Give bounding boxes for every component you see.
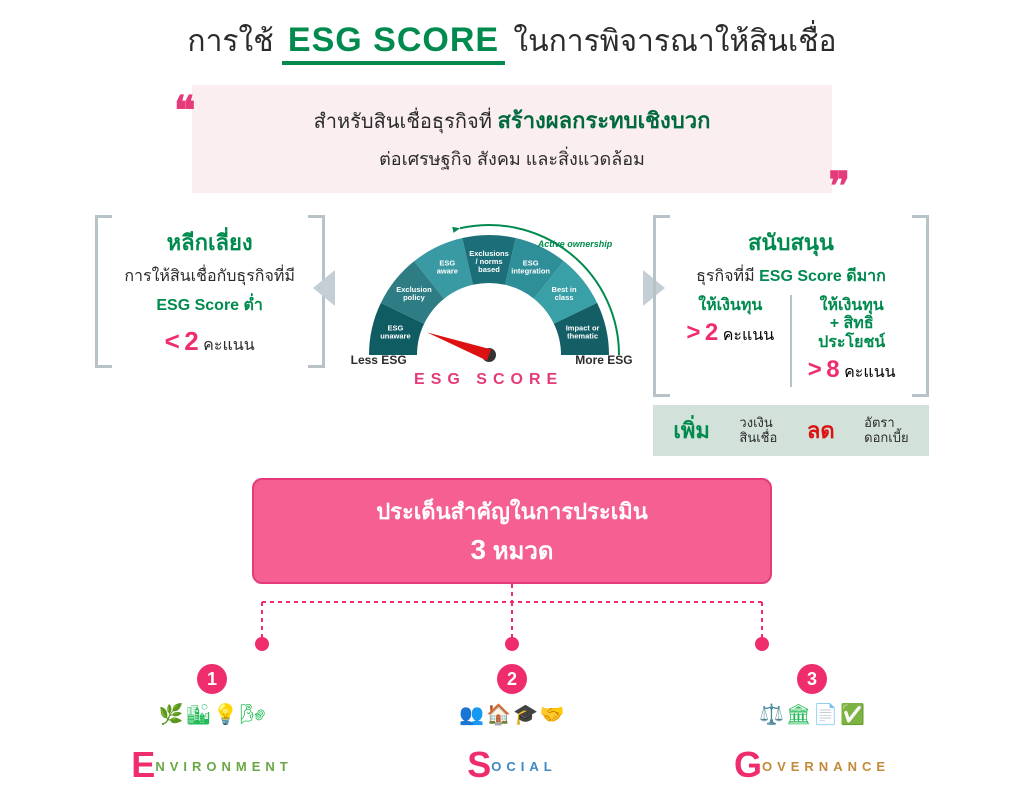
category-icons: ⚖️🏛📄✅ bbox=[717, 702, 907, 740]
benefit-increase-sub: วงเงิน สินเชื่อ bbox=[739, 416, 777, 445]
sc2-l1: ให้เงินทุน bbox=[820, 297, 884, 314]
support-col2-label: ให้เงินทุน + สิทธิประโยชน์ bbox=[802, 297, 901, 352]
category-e: 1 🌿🏙💡🌬 ENVIRONMENT bbox=[117, 664, 307, 786]
gauge-seg-label: Impact orthematic bbox=[565, 324, 599, 341]
avoid-op: < bbox=[165, 326, 180, 356]
avoid-unit: คะแนน bbox=[203, 337, 254, 354]
category-s: 2 👥🏠🎓🤝 SOCIAL bbox=[417, 664, 607, 786]
category-number: 1 bbox=[197, 664, 227, 694]
gauge-seg-label: ESGaware bbox=[436, 259, 457, 276]
benefit-bar: เพิ่ม วงเงิน สินเชื่อ ลด อัตรา ดอกเบี้ย bbox=[653, 405, 930, 456]
category-word: ENVIRONMENT bbox=[117, 744, 307, 786]
quote-line-2: ต่อเศรษฐกิจ สังคม และสิ่งแวดล้อม bbox=[222, 144, 802, 173]
support-box: สนับสนุน ธุรกิจที่มี ESG Score ดีมาก ให้… bbox=[653, 215, 930, 397]
support-wrap: สนับสนุน ธุรกิจที่มี ESG Score ดีมาก ให้… bbox=[653, 215, 930, 456]
avoid-sub2: ESG Score ต่ำ bbox=[113, 293, 307, 318]
gauge-seg-label: Best inclass bbox=[551, 285, 576, 302]
banner-count: 3 bbox=[471, 534, 487, 565]
support-sub: ธุรกิจที่มี ESG Score ดีมาก bbox=[671, 264, 912, 289]
gauge-caption: ESG SCORE bbox=[339, 371, 639, 389]
categories-row: 1 🌿🏙💡🌬 ENVIRONMENT 2 👥🏠🎓🤝 SOCIAL 3 ⚖️🏛📄✅ GOVERNA… bbox=[0, 664, 1024, 786]
bd-s2: ดอกเบี้ย bbox=[864, 430, 908, 445]
support-sub-pre: ธุรกิจที่มี bbox=[696, 268, 755, 285]
banner-line1: ประเด็นสำคัญในการประเมิน bbox=[264, 494, 760, 529]
gauge: ESGunawareExclusionpolicyESGawareExclusi… bbox=[339, 215, 639, 389]
support-sub-em: ESG Score ดีมาก bbox=[759, 268, 886, 285]
svg-text:Active ownership: Active ownership bbox=[536, 239, 612, 249]
title-esg: ESG SCORE bbox=[282, 21, 505, 65]
benefit-decrease-sub: อัตรา ดอกเบี้ย bbox=[864, 416, 908, 445]
benefit-decrease: ลด bbox=[807, 413, 835, 448]
support-col1-label: ให้เงินทุน bbox=[681, 297, 780, 315]
quote-line-1: สำหรับสินเชื่อธุรกิจที่ สร้างผลกระทบเชิง… bbox=[222, 103, 802, 138]
quote-line1-pre: สำหรับสินเชื่อธุรกิจที่ bbox=[314, 111, 492, 133]
avoid-score: < 2 คะแนน bbox=[113, 326, 307, 358]
banner-unit: หมวด bbox=[493, 538, 554, 565]
sc2-unit: คะแนน bbox=[844, 364, 895, 381]
support-col-1: ให้เงินทุน > 2 คะแนน bbox=[671, 295, 790, 387]
bi-s2: สินเชื่อ bbox=[739, 430, 777, 445]
benefit-increase: เพิ่ม bbox=[673, 413, 710, 448]
page-title: การใช้ ESG SCORE ในการพิจารณาให้สินเชื่อ bbox=[0, 0, 1024, 75]
avoid-num: 2 bbox=[184, 326, 198, 356]
support-col1-score: > 2 คะแนน bbox=[681, 319, 780, 348]
avoid-title: หลีกเลี่ยง bbox=[113, 225, 307, 260]
category-g: 3 ⚖️🏛📄✅ GOVERNANCE bbox=[717, 664, 907, 786]
gauge-less-label: Less ESG bbox=[351, 353, 407, 367]
category-word: GOVERNANCE bbox=[717, 744, 907, 786]
sc2-num: 8 bbox=[826, 356, 839, 383]
sc1-op: > bbox=[686, 319, 700, 346]
category-icons: 👥🏠🎓🤝 bbox=[417, 702, 607, 740]
gauge-arrow-left-icon bbox=[313, 270, 335, 306]
support-cols: ให้เงินทุน > 2 คะแนน ให้เงินทุน + สิทธิป… bbox=[671, 295, 912, 387]
title-pre: การใช้ bbox=[187, 25, 273, 58]
criteria-banner: ประเด็นสำคัญในการประเมิน 3 หมวด bbox=[252, 478, 772, 584]
category-number: 3 bbox=[797, 664, 827, 694]
category-icons: 🌿🏙💡🌬 bbox=[117, 702, 307, 740]
quote-open-icon: ❝ bbox=[174, 91, 196, 131]
sc2-l2: + สิทธิประโยชน์ bbox=[818, 315, 885, 350]
gauge-svg: ESGunawareExclusionpolicyESGawareExclusi… bbox=[349, 215, 629, 370]
title-post: ในการพิจารณาให้สินเชื่อ bbox=[513, 25, 836, 58]
category-word: SOCIAL bbox=[417, 744, 607, 786]
sc1-unit: คะแนน bbox=[723, 327, 774, 344]
gauge-more-label: More ESG bbox=[575, 353, 632, 367]
avoid-box: หลีกเลี่ยง การให้สินเชื่อกับธุรกิจที่มี … bbox=[95, 215, 325, 368]
middle-row: หลีกเลี่ยง การให้สินเชื่อกับธุรกิจที่มี … bbox=[0, 215, 1024, 456]
bi-s1: วงเงิน bbox=[739, 415, 772, 430]
bd-s1: อัตรา bbox=[864, 415, 895, 430]
category-tree bbox=[162, 584, 862, 664]
quote-box: ❝ สำหรับสินเชื่อธุรกิจที่ สร้างผลกระทบเช… bbox=[192, 85, 832, 193]
support-col-2: ให้เงินทุน + สิทธิประโยชน์ > 8 คะแนน bbox=[790, 295, 911, 387]
support-col2-score: > 8 คะแนน bbox=[802, 356, 901, 385]
sc1-num: 2 bbox=[705, 319, 718, 346]
quote-line1-em: สร้างผลกระทบเชิงบวก bbox=[497, 108, 710, 133]
sc2-op: > bbox=[808, 356, 822, 383]
category-number: 2 bbox=[497, 664, 527, 694]
quote-close-icon: ❞ bbox=[828, 167, 850, 207]
banner-line2: 3 หมวด bbox=[264, 531, 760, 570]
tree-svg bbox=[162, 584, 862, 664]
support-title: สนับสนุน bbox=[671, 225, 912, 260]
avoid-sub: การให้สินเชื่อกับธุรกิจที่มี bbox=[113, 264, 307, 289]
